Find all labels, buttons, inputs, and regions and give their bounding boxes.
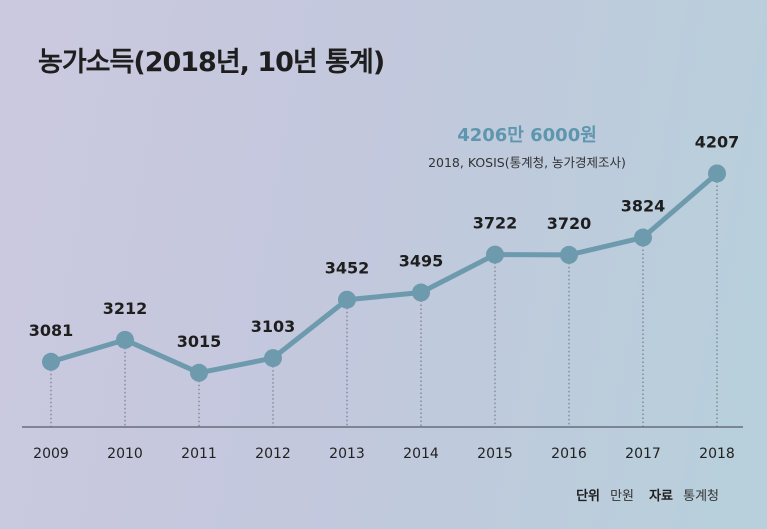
source-value: 통계청 bbox=[683, 489, 719, 504]
x-tick-label-2012: 2012 bbox=[255, 446, 291, 462]
svg-text:단위 만원 자료 통계청: 단위 만원 자료 통계청 bbox=[576, 485, 719, 504]
value-label-2016: 3720 bbox=[547, 214, 592, 233]
value-label-2018: 4207 bbox=[695, 132, 740, 151]
value-label-2014: 3495 bbox=[399, 252, 444, 271]
x-tick-label-2013: 2013 bbox=[329, 446, 365, 462]
value-label-2017: 3824 bbox=[621, 197, 666, 216]
data-point-2017 bbox=[634, 228, 652, 247]
data-point-2014 bbox=[412, 283, 430, 302]
data-point-2009 bbox=[42, 352, 60, 371]
data-point-2018 bbox=[708, 164, 726, 183]
series-line bbox=[48, 170, 720, 376]
x-tick-label-2017: 2017 bbox=[625, 446, 661, 462]
x-tick-label-2009: 2009 bbox=[33, 446, 69, 462]
value-label-2009: 3081 bbox=[29, 321, 74, 340]
x-tick-label-2011: 2011 bbox=[181, 446, 217, 462]
x-tick-label-2014: 2014 bbox=[403, 446, 439, 462]
value-label-2015: 3722 bbox=[473, 214, 518, 233]
unit-value: 만원 bbox=[610, 489, 634, 504]
highlight-value: 4206만 6000원 bbox=[457, 125, 597, 146]
x-tick-label-2015: 2015 bbox=[477, 446, 513, 462]
x-tick-labels: 2009 2010 2011 2012 2013 2014 2015 2016 2017 2018 bbox=[33, 446, 735, 462]
unit-label: 단위 bbox=[576, 488, 600, 504]
data-points bbox=[42, 164, 726, 382]
value-label-2010: 3212 bbox=[103, 299, 148, 318]
source-label: 자료 bbox=[649, 489, 673, 504]
x-tick-label-2016: 2016 bbox=[551, 446, 587, 462]
data-point-2013 bbox=[338, 290, 356, 309]
data-point-2015 bbox=[486, 245, 504, 264]
drop-lines bbox=[50, 173, 718, 427]
data-point-2011 bbox=[190, 363, 208, 382]
value-labels: 3081 3212 3015 3103 3452 3495 3722 3720 3824 4207 bbox=[29, 132, 740, 350]
data-point-2010 bbox=[116, 330, 134, 349]
value-label-2012: 3103 bbox=[251, 317, 296, 336]
data-point-2016 bbox=[560, 245, 578, 264]
x-tick-label-2018: 2018 bbox=[699, 446, 735, 462]
chart-title: 농가소득(2018년, 10년 통계) bbox=[38, 47, 384, 78]
x-tick-label-2010: 2010 bbox=[107, 446, 143, 462]
value-label-2011: 3015 bbox=[177, 332, 222, 351]
value-label-2013: 3452 bbox=[325, 259, 370, 278]
data-point-2012 bbox=[264, 349, 282, 368]
chart-subtitle: 2018, KOSIS(통계청, 농가경제조사) bbox=[428, 155, 626, 170]
footer-note: 단위 만원 자료 통계청 bbox=[576, 485, 719, 504]
